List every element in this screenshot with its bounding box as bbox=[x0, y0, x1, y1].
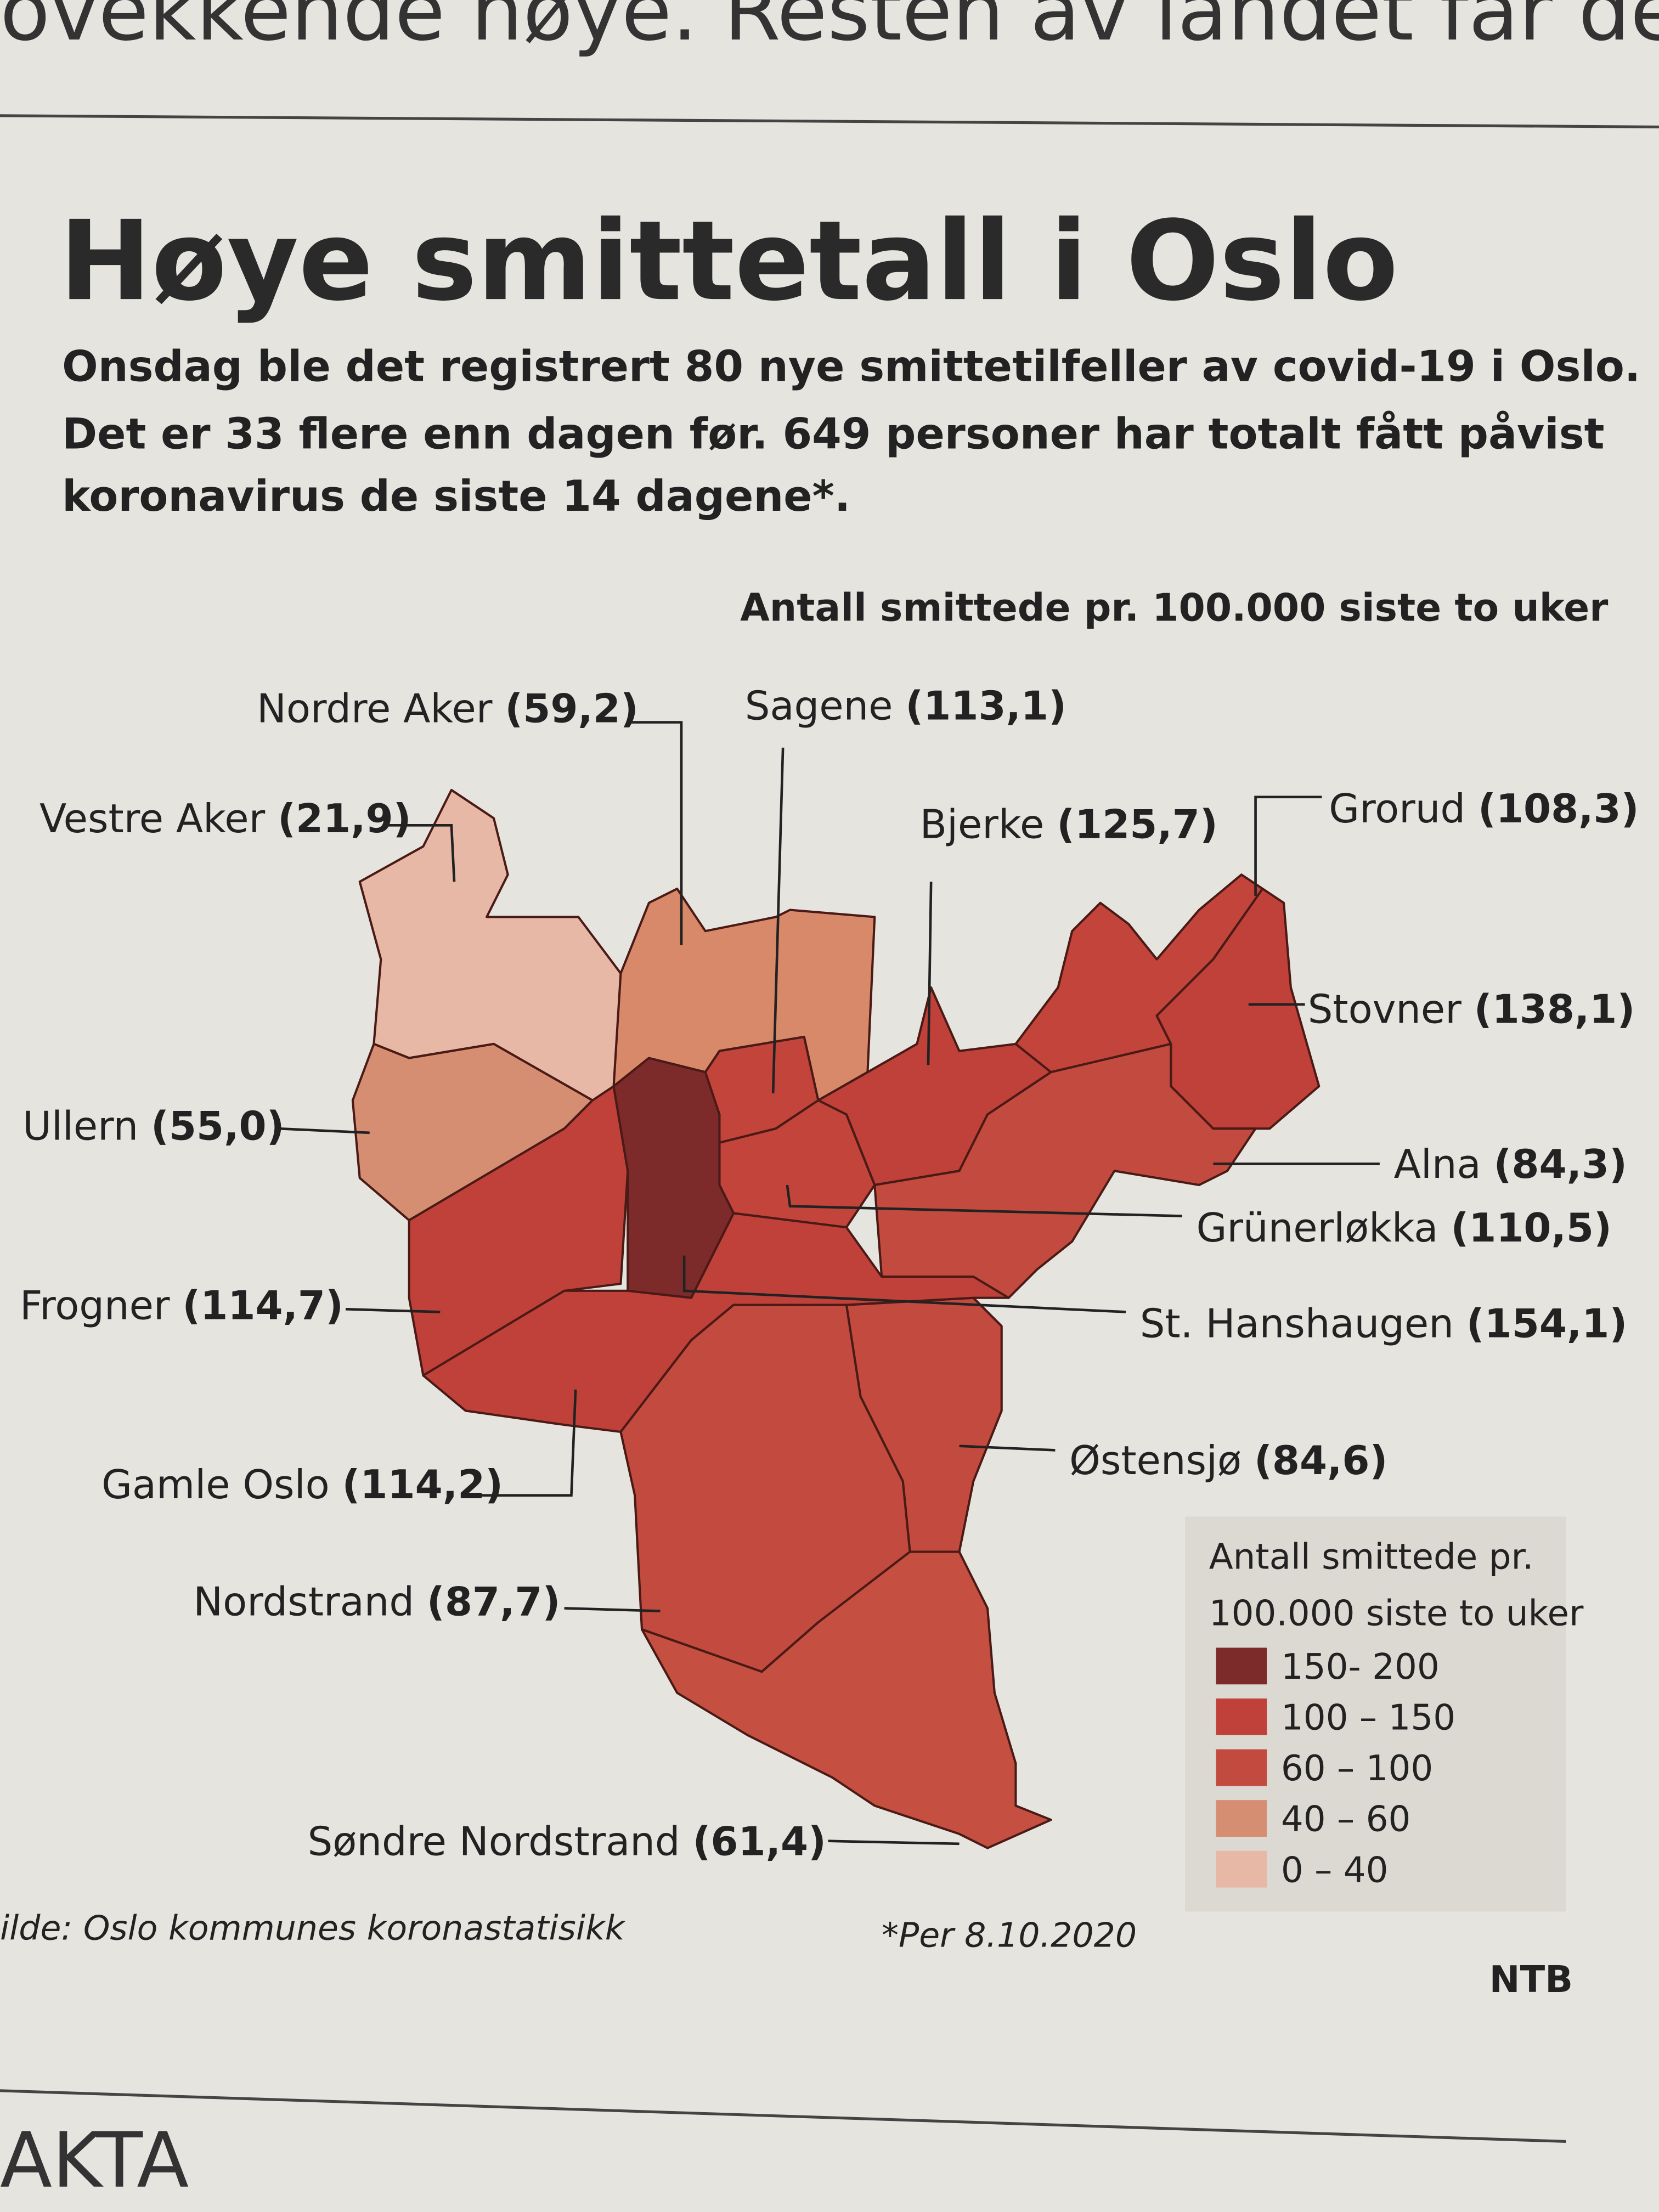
legend-swatch bbox=[1216, 1800, 1267, 1837]
source: ilde: Oslo kommunes koronastatisikk bbox=[0, 1909, 626, 1948]
district-value: (113,1) bbox=[905, 682, 1066, 729]
district-value: (55,0) bbox=[151, 1103, 284, 1149]
district-value: (59,2) bbox=[505, 686, 638, 732]
footer: AKTA bbox=[0, 2116, 189, 2205]
leader-line bbox=[927, 882, 933, 1065]
legend-label: 100 – 150 bbox=[1281, 1697, 1455, 1739]
district-label: Grünerløkka (110,5) bbox=[1197, 1205, 1612, 1251]
district-label: Nordstrand (87,7) bbox=[193, 1578, 560, 1624]
district-value: (114,7) bbox=[182, 1282, 343, 1328]
legend-label: 0 – 40 bbox=[1281, 1849, 1389, 1891]
leader-line bbox=[278, 1127, 370, 1135]
leader-line bbox=[479, 1389, 577, 1497]
leader-line bbox=[628, 721, 683, 945]
subtitle-line: koronavirus de siste 14 dagene*. bbox=[62, 472, 850, 521]
legend: 150- 200 100 – 150 60 – 100 40 – 60 0 – 40 bbox=[1216, 1646, 1455, 1891]
district-label: Ullern (55,0) bbox=[22, 1103, 284, 1149]
credit: NTB bbox=[1489, 1958, 1573, 2001]
district-value: (87,7) bbox=[427, 1578, 560, 1624]
note: *Per 8.10.2020 bbox=[882, 1916, 1137, 1955]
district-label: Gamle Oslo (114,2) bbox=[101, 1462, 503, 1508]
district-label: Østensjø (84,6) bbox=[1069, 1437, 1387, 1483]
district-label: Stovner (138,1) bbox=[1308, 986, 1635, 1032]
legend-swatch bbox=[1216, 1850, 1267, 1888]
district-value: (84,3) bbox=[1493, 1141, 1627, 1187]
district-area bbox=[640, 1550, 1052, 1849]
district-label: Bjerke (125,7) bbox=[920, 801, 1218, 847]
legend-title: Antall smittede pr. bbox=[1209, 1536, 1534, 1577]
legend-label: 150- 200 bbox=[1281, 1646, 1440, 1688]
district-name: Gamle Oslo bbox=[101, 1462, 329, 1508]
district-value: (138,1) bbox=[1474, 986, 1635, 1032]
district-label: Alna (84,3) bbox=[1394, 1141, 1627, 1187]
legend-swatch bbox=[1216, 1699, 1267, 1735]
leader-line bbox=[959, 1444, 1056, 1452]
leader-line bbox=[564, 1607, 661, 1612]
subtitle-line: Det er 33 flere enn dagen før. 649 perso… bbox=[62, 410, 1604, 459]
district-name: Bjerke bbox=[920, 801, 1045, 847]
district-name: Grünerløkka bbox=[1197, 1205, 1438, 1251]
district-name: Stovner bbox=[1308, 986, 1462, 1032]
leader-line bbox=[345, 1307, 441, 1313]
district-area bbox=[612, 1057, 735, 1299]
district-label: Frogner (114,7) bbox=[20, 1282, 343, 1328]
district-area bbox=[408, 1085, 629, 1377]
map bbox=[351, 788, 1321, 1849]
leader-line bbox=[383, 823, 456, 882]
map-caption: Antall smittede pr. 100.000 siste to uke… bbox=[740, 586, 1609, 630]
district-value: (84,6) bbox=[1254, 1437, 1387, 1483]
district-value: (110,5) bbox=[1451, 1205, 1612, 1251]
district-label: Vestre Aker (21,9) bbox=[40, 795, 411, 842]
rule bbox=[0, 114, 1659, 128]
legend-swatch bbox=[1216, 1749, 1267, 1786]
title: Høye smittetall i Oslo bbox=[59, 198, 1398, 325]
district-value: (108,3) bbox=[1478, 786, 1639, 832]
district-name: Nordstrand bbox=[193, 1578, 414, 1624]
district-name: Vestre Aker bbox=[40, 795, 266, 842]
district-labels: Vestre Aker (21,9) Nordre Aker (59,2) Sage… bbox=[20, 682, 1639, 1864]
leader-line bbox=[786, 1184, 1182, 1217]
leader-line bbox=[828, 1839, 960, 1846]
leader-line bbox=[682, 1255, 1126, 1313]
district-label: Sagene (113,1) bbox=[745, 682, 1066, 729]
district-value: (125,7) bbox=[1057, 801, 1218, 847]
district-name: Nordre Aker bbox=[257, 686, 493, 732]
district-value: (21,9) bbox=[278, 795, 411, 842]
district-name: Sagene bbox=[745, 682, 893, 729]
district-name: Ullern bbox=[22, 1103, 138, 1149]
district-name: Alna bbox=[1394, 1141, 1481, 1187]
district-label: Nordre Aker (59,2) bbox=[257, 686, 639, 732]
district-name: Grorud bbox=[1329, 786, 1465, 832]
subtitle-line: Onsdag ble det registrert 80 nye smittet… bbox=[62, 342, 1640, 391]
district-name: St. Hanshaugen bbox=[1140, 1301, 1454, 1347]
legend-title: 100.000 siste to uker bbox=[1209, 1593, 1584, 1634]
rule bbox=[0, 2089, 1566, 2143]
legend-swatch bbox=[1216, 1647, 1267, 1685]
header-fragment: ovekkende høye. Resten av landet får de bbox=[0, 0, 1659, 59]
district-value: (61,4) bbox=[693, 1818, 826, 1864]
district-label: Grorud (108,3) bbox=[1329, 786, 1639, 832]
district-value: (114,2) bbox=[342, 1462, 504, 1508]
leader-line bbox=[771, 747, 785, 1093]
district-label: Søndre Nordstrand (61,4) bbox=[308, 1818, 826, 1864]
legend-label: 40 – 60 bbox=[1281, 1799, 1411, 1840]
legend-label: 60 – 100 bbox=[1281, 1748, 1433, 1789]
district-value: (154,1) bbox=[1466, 1301, 1628, 1347]
district-name: Frogner bbox=[20, 1282, 170, 1328]
district-label: St. Hanshaugen (154,1) bbox=[1140, 1301, 1628, 1347]
district-name: Søndre Nordstrand bbox=[308, 1818, 680, 1864]
leader-line bbox=[1254, 795, 1322, 896]
district-name: Østensjø bbox=[1069, 1437, 1242, 1483]
